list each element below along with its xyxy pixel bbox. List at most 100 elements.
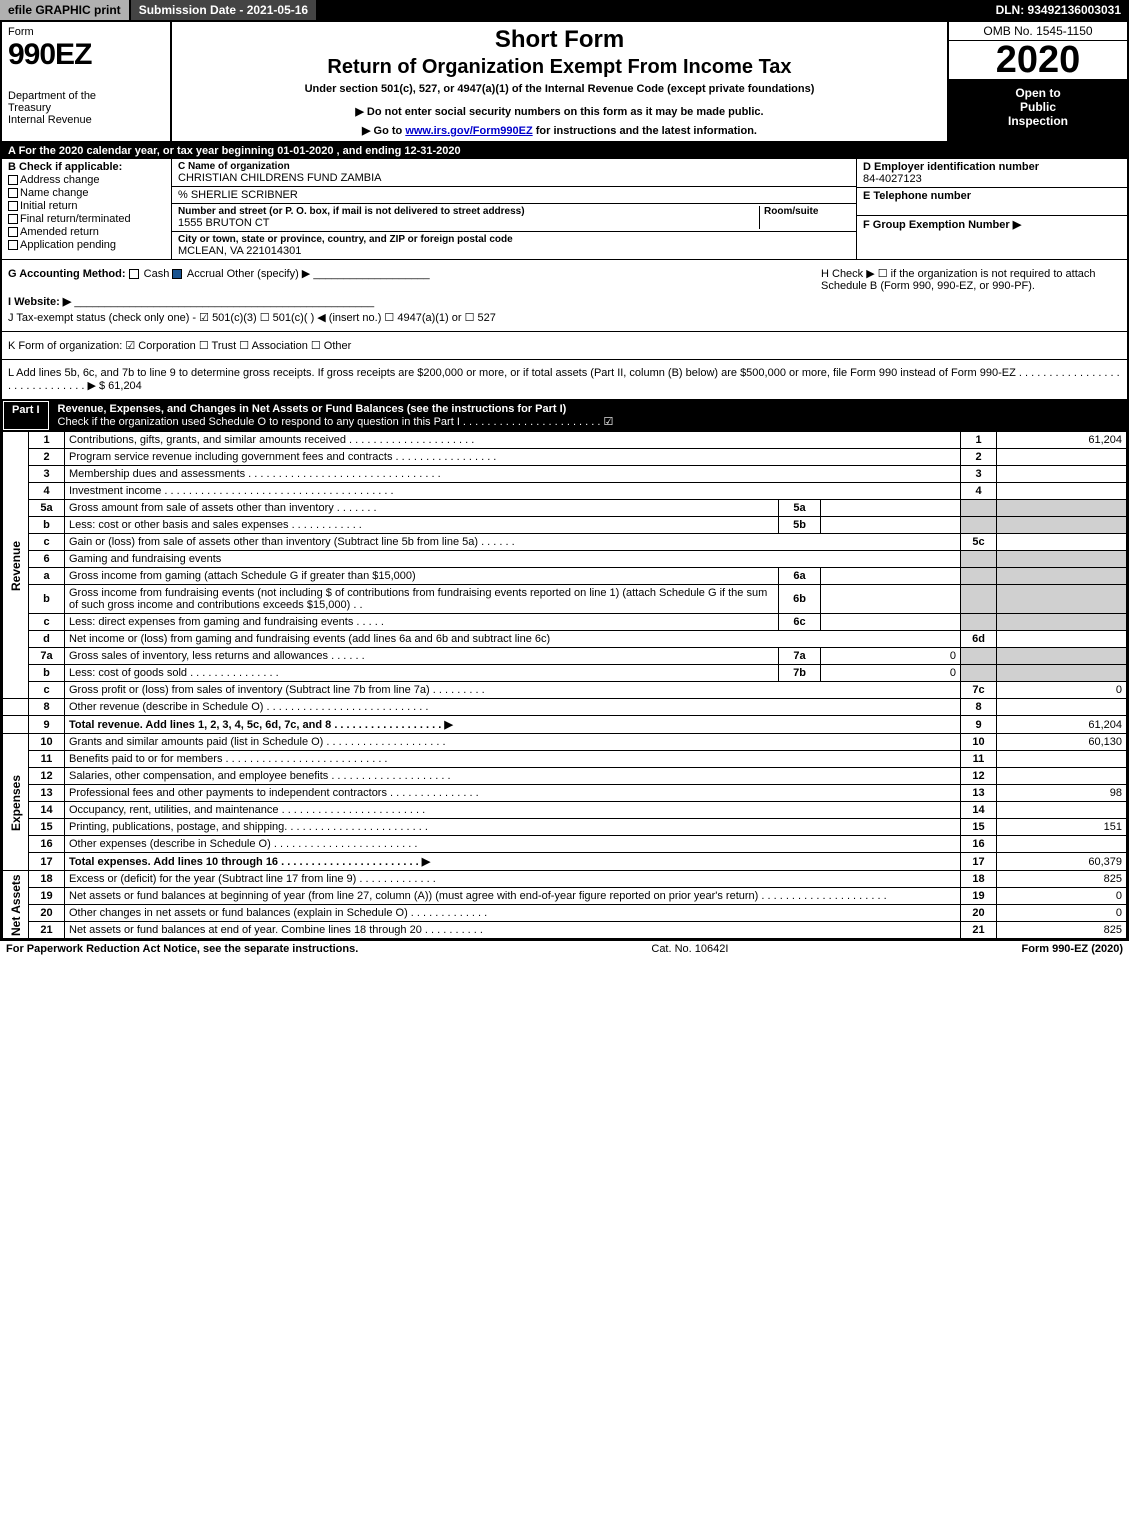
- form-title: Return of Organization Exempt From Incom…: [180, 56, 939, 79]
- note2-pre: ▶ Go to: [362, 125, 405, 137]
- addr-label: Number and street (or P. O. box, if mail…: [178, 206, 755, 217]
- form-label: Form: [8, 26, 164, 38]
- line-desc: Occupancy, rent, utilities, and maintena…: [65, 802, 961, 819]
- line-nc: 13: [961, 785, 997, 802]
- line-g: G Accounting Method: Cash Accrual Other …: [8, 267, 821, 292]
- checkbox-icon[interactable]: [172, 269, 182, 279]
- grey-cell: [961, 614, 997, 631]
- line-num: 9: [29, 716, 65, 734]
- checkbox-icon: [8, 227, 18, 237]
- checkbox-icon[interactable]: [129, 269, 139, 279]
- cell-e-phone: E Telephone number: [857, 188, 1127, 216]
- open-l1: Open to: [953, 86, 1123, 100]
- line-desc: Total revenue. Add lines 1, 2, 3, 4, 5c,…: [65, 716, 961, 734]
- sub-val: 0: [821, 648, 961, 665]
- line-amt: 60,379: [997, 853, 1127, 871]
- sub-num: 7a: [779, 648, 821, 665]
- ck-address-change[interactable]: Address change: [8, 174, 165, 186]
- mid-section: G Accounting Method: Cash Accrual Other …: [2, 260, 1127, 332]
- ck-final-return[interactable]: Final return/terminated: [8, 213, 165, 225]
- grey-cell: [961, 665, 997, 682]
- line-desc: Gross income from fundraising events (no…: [65, 585, 779, 614]
- line-amt: [997, 449, 1127, 466]
- line-desc: Membership dues and assessments . . . . …: [65, 466, 961, 483]
- ck-label: Application pending: [20, 239, 116, 251]
- checkbox-icon: [8, 188, 18, 198]
- line-nc: 10: [961, 734, 997, 751]
- line-nc: 4: [961, 483, 997, 500]
- ck-label: Initial return: [20, 200, 77, 212]
- part-1-header: Part I Revenue, Expenses, and Changes in…: [2, 400, 1127, 431]
- city-label: City or town, state or province, country…: [178, 234, 850, 245]
- line-desc: Less: direct expenses from gaming and fu…: [65, 614, 779, 631]
- sub-val: [821, 614, 961, 631]
- line-nc: 12: [961, 768, 997, 785]
- line-amt: 98: [997, 785, 1127, 802]
- ck-initial-return[interactable]: Initial return: [8, 200, 165, 212]
- cell-org-name: C Name of organization CHRISTIAN CHILDRE…: [172, 159, 856, 187]
- ck-name-change[interactable]: Name change: [8, 187, 165, 199]
- f-label: F Group Exemption Number ▶: [863, 218, 1121, 231]
- line-num: 16: [29, 836, 65, 853]
- line-desc: Gaming and fundraising events: [65, 551, 961, 568]
- line-nc: 6d: [961, 631, 997, 648]
- line-nc: 8: [961, 699, 997, 716]
- line-amt: [997, 836, 1127, 853]
- ledger-table: Revenue 1 Contributions, gifts, grants, …: [2, 431, 1127, 939]
- line-amt: [997, 534, 1127, 551]
- dept-line-2: Treasury: [8, 102, 164, 114]
- table-row: 8Other revenue (describe in Schedule O) …: [3, 699, 1127, 716]
- line-desc: Net income or (loss) from gaming and fun…: [65, 631, 961, 648]
- line-amt: 60,130: [997, 734, 1127, 751]
- line-desc: Other revenue (describe in Schedule O) .…: [65, 699, 961, 716]
- grey-cell: [961, 585, 997, 614]
- line-desc: Gross income from gaming (attach Schedul…: [65, 568, 779, 585]
- line-amt: 61,204: [997, 716, 1127, 734]
- line-amt: [997, 483, 1127, 500]
- block-def: D Employer identification number 84-4027…: [857, 159, 1127, 259]
- line-num: 6: [29, 551, 65, 568]
- line-desc: Program service revenue including govern…: [65, 449, 961, 466]
- grey-cell: [997, 551, 1127, 568]
- line-nc: 5c: [961, 534, 997, 551]
- table-row: dNet income or (loss) from gaming and fu…: [3, 631, 1127, 648]
- sub-val: [821, 585, 961, 614]
- table-row: 11Benefits paid to or for members . . . …: [3, 751, 1127, 768]
- line-nc: 14: [961, 802, 997, 819]
- line-l-section: L Add lines 5b, 6c, and 7b to line 9 to …: [2, 360, 1127, 400]
- sub-num: 6b: [779, 585, 821, 614]
- instructions-link[interactable]: www.irs.gov/Form990EZ: [405, 125, 532, 137]
- line-amt: 825: [997, 871, 1127, 888]
- line-amt: [997, 631, 1127, 648]
- grey-cell: [961, 648, 997, 665]
- table-row: 16Other expenses (describe in Schedule O…: [3, 836, 1127, 853]
- table-row: 7aGross sales of inventory, less returns…: [3, 648, 1127, 665]
- line-amt: 61,204: [997, 432, 1127, 449]
- sidecol-empty: [3, 699, 29, 716]
- line-l: L Add lines 5b, 6c, and 7b to line 9 to …: [8, 367, 1121, 392]
- ck-amended-return[interactable]: Amended return: [8, 226, 165, 238]
- line-amt: [997, 802, 1127, 819]
- line-desc: Professional fees and other payments to …: [65, 785, 961, 802]
- ck-application-pending[interactable]: Application pending: [8, 239, 165, 251]
- line-nc: 3: [961, 466, 997, 483]
- line-num: c: [29, 682, 65, 699]
- topbar-spacer: [316, 0, 987, 20]
- section-revenue: Revenue: [3, 432, 29, 699]
- grey-cell: [961, 500, 997, 517]
- ck-label: Amended return: [20, 226, 99, 238]
- line-num: d: [29, 631, 65, 648]
- line-desc: Net assets or fund balances at beginning…: [65, 888, 961, 905]
- line-desc: Less: cost or other basis and sales expe…: [65, 517, 779, 534]
- table-row: 20Other changes in net assets or fund ba…: [3, 905, 1127, 922]
- open-l3: Inspection: [953, 114, 1123, 128]
- tax-year: 2020: [949, 41, 1127, 80]
- sub-num: 6c: [779, 614, 821, 631]
- line-num: 8: [29, 699, 65, 716]
- efile-print-button[interactable]: efile GRAPHIC print: [0, 0, 131, 20]
- line-i: I Website: ▶ ___________________________…: [8, 295, 1121, 308]
- table-row: 21Net assets or fund balances at end of …: [3, 922, 1127, 939]
- line-nc: 15: [961, 819, 997, 836]
- header-mid: Short Form Return of Organization Exempt…: [172, 22, 947, 141]
- dept-line-3: Internal Revenue: [8, 114, 164, 126]
